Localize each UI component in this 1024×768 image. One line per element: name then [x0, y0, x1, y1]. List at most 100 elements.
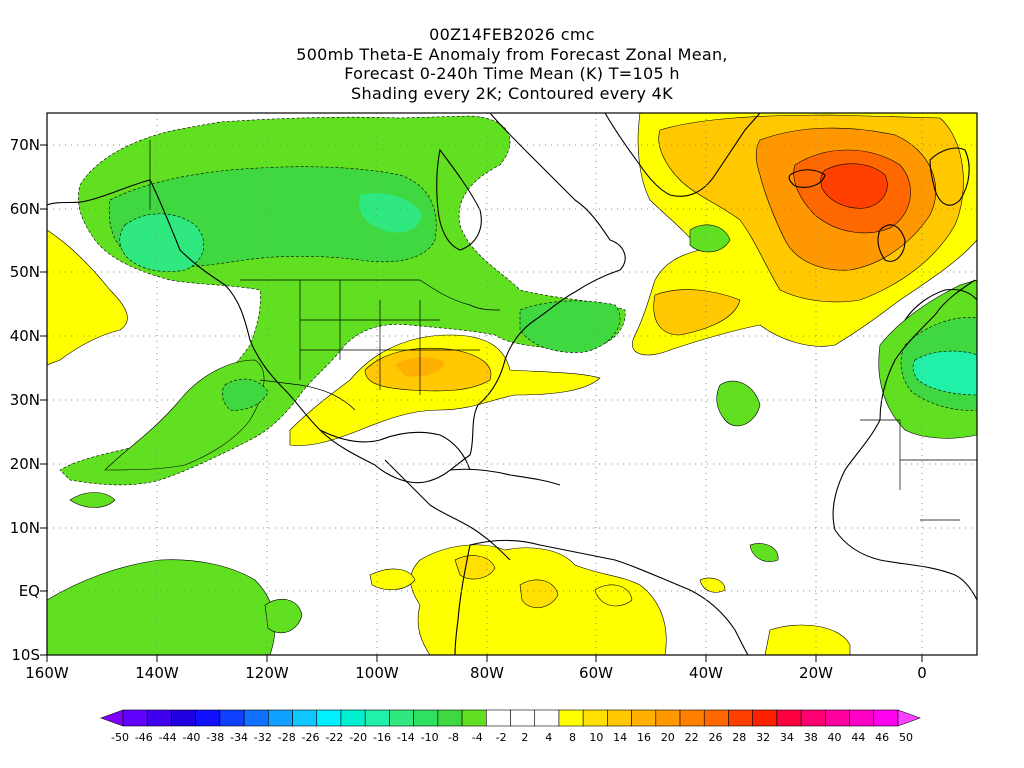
coastline-scandinavia — [929, 147, 970, 206]
lon-label-40w: 40W — [689, 664, 723, 682]
colorbar-tick-label: 4 — [545, 731, 552, 744]
anomaly-shading — [47, 113, 977, 655]
colorbar-tick-label: 20 — [661, 731, 675, 744]
title-line-3: Forecast 0-240h Time Mean (K) T=105 h — [344, 64, 680, 83]
cyan-anomaly-gulf-alaska — [119, 213, 204, 272]
green-anomaly-patch-3 — [69, 492, 116, 508]
lon-label-100w: 100W — [355, 664, 399, 682]
colorbar-swatch — [776, 709, 802, 727]
border-us-states-1 — [299, 280, 480, 395]
colorbar-swatch — [268, 709, 293, 727]
colorbar-tick-label: -44 — [159, 731, 177, 744]
colorbar-swatch — [219, 709, 245, 727]
coastline-central-america — [384, 459, 511, 561]
lat-label-20n: 20N — [9, 455, 40, 473]
lat-label-eq: EQ — [18, 582, 40, 600]
colorbar-swatch — [437, 709, 463, 727]
colorbar-tick-label: 2 — [521, 731, 528, 744]
grid-lines — [47, 113, 977, 655]
colorbar-tick-label: 8 — [569, 731, 576, 744]
colorbar: -50 -46 -44 -40 -38 -34 -32 -28 -26 -22 -20 -16 -14-… — [100, 709, 921, 744]
colorbar-swatch — [534, 709, 560, 727]
colorbar-tick-label: -14 — [397, 731, 415, 744]
lat-label-70n: 70N — [9, 136, 40, 154]
colorbar-swatch — [582, 709, 608, 727]
colorbar-swatch — [607, 709, 632, 727]
yellow-anomaly-northeast-pacific — [47, 229, 128, 366]
cyan-anomaly-hudson — [359, 193, 421, 233]
colorbar-tick-label: 16 — [637, 731, 651, 744]
lon-label-140w: 140W — [135, 664, 179, 682]
colorbar-swatch — [849, 709, 875, 727]
colorbar-tick-label: -10 — [421, 731, 439, 744]
colorbar-swatch — [631, 709, 657, 727]
coastline-caribbean — [449, 468, 561, 486]
colorbar-tick-label: 26 — [708, 731, 722, 744]
lat-label-10s: 10S — [11, 646, 40, 664]
political-borders — [149, 140, 977, 521]
colorbar-tick-label: 28 — [732, 731, 746, 744]
yellow-anomaly-patch-4 — [764, 624, 851, 655]
colorbar-arrow-right — [897, 709, 921, 727]
colorbar-tick-label: 44 — [851, 731, 865, 744]
green-anomaly-east-pacific-inner — [221, 378, 269, 411]
colorbar-swatch — [171, 709, 196, 727]
colorbar-tick-label: -20 — [349, 731, 367, 744]
lat-label-30n: 30N — [9, 391, 40, 409]
lon-label-20w: 20W — [799, 664, 833, 682]
title-line-2: 500mb Theta-E Anomaly from Forecast Zona… — [296, 44, 728, 64]
lat-label-60n: 60N — [9, 200, 40, 218]
colorbar-tick-label: 46 — [875, 731, 889, 744]
lat-label-10n: 10N — [9, 519, 40, 537]
colorbar-tick-label: 32 — [756, 731, 770, 744]
colorbar-arrow-left — [100, 709, 124, 727]
coastline-africa — [832, 279, 977, 601]
colorbar-tick-label: -4 — [472, 731, 483, 744]
colorbar-swatch — [316, 709, 342, 727]
coastline-gulf-of-mexico — [319, 429, 471, 471]
colorbar-swatch — [510, 709, 536, 727]
colorbar-swatch — [413, 709, 439, 727]
lon-label-60w: 60W — [579, 664, 613, 682]
lon-label-160w: 160W — [25, 664, 69, 682]
colorbar-tick-label: -28 — [278, 731, 296, 744]
coastline-north-america — [47, 113, 626, 484]
colorbar-tick-label: -8 — [448, 731, 459, 744]
colorbar-swatch — [752, 709, 778, 727]
colorbar-tick-label: -16 — [373, 731, 391, 744]
colorbar-tick-label: -46 — [135, 731, 153, 744]
colorbar-tick-label: 14 — [613, 731, 627, 744]
colorbar-swatch — [679, 709, 705, 727]
yellow-anomaly-patch-2 — [594, 584, 633, 607]
lon-label-120w: 120W — [245, 664, 289, 682]
lat-label-40n: 40N — [9, 327, 40, 345]
green-anomaly-west-atlantic — [519, 300, 621, 353]
colorbar-tick-label: 10 — [589, 731, 603, 744]
cyan-anomaly-east-atlantic — [912, 350, 977, 396]
colorbar-tick-label: -2 — [496, 731, 507, 744]
border-us-mexico — [259, 379, 356, 411]
colorbar-swatch — [243, 709, 269, 727]
colorbar-swatch — [461, 709, 487, 727]
colorbar-swatch — [655, 709, 681, 727]
colorbar-swatch — [485, 709, 511, 727]
coastline-hudson-bay — [436, 148, 482, 251]
yellow-anomaly-south-america-3 — [519, 579, 559, 608]
coastline-iberia — [904, 288, 977, 321]
coastline-south-america-west — [454, 544, 471, 655]
coastline-iceland — [788, 169, 826, 188]
map-frame — [46, 112, 978, 656]
border-africa — [860, 419, 977, 521]
lat-label-50n: 50N — [9, 263, 40, 281]
title-line-1: 00Z14FEB2026 cmc — [429, 25, 595, 44]
coastline-south-america — [469, 539, 749, 655]
axis-ticks — [40, 144, 923, 662]
yellow-anomaly-mid-atlantic — [653, 289, 741, 336]
colorbar-swatch — [340, 709, 366, 727]
colorbar-tick-label: -34 — [230, 731, 248, 744]
colorbar-tick-label: 50 — [899, 731, 913, 744]
colorbar-swatch — [389, 709, 414, 727]
colorbar-swatch — [292, 709, 318, 727]
colorbar-swatch — [364, 709, 390, 727]
